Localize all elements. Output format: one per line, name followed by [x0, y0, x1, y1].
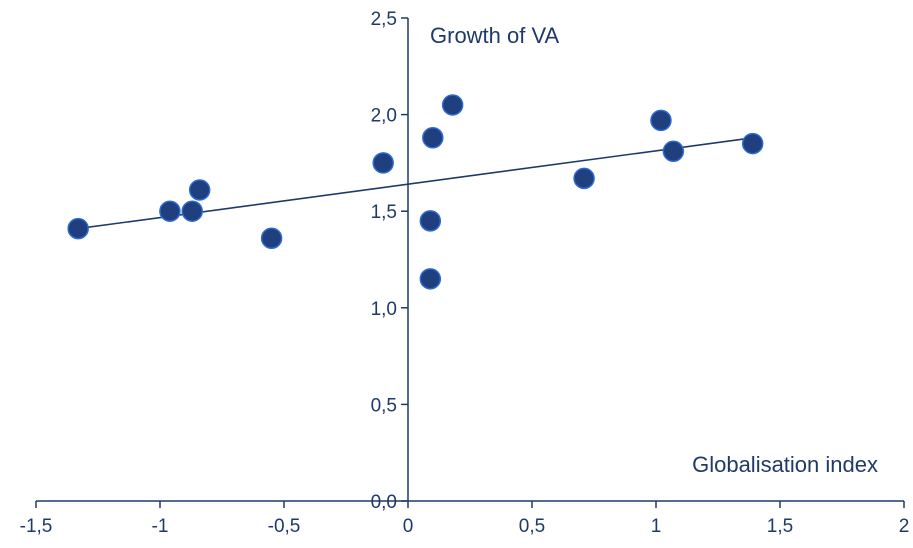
data-point: [441, 94, 464, 116]
data-point: [422, 127, 444, 149]
data-point: [573, 167, 595, 190]
x-tick-label: 0: [403, 516, 414, 537]
data-point: [372, 152, 394, 174]
data-point: [662, 140, 685, 163]
y-ticks: 0,0 0,5 1,0 1,5 2,0 2,5: [371, 9, 408, 513]
data-points: [67, 94, 764, 290]
y-tick-label: 0,5: [371, 395, 397, 416]
y-tick-label: 1,5: [371, 202, 397, 223]
x-axis-title: Globalisation index: [692, 452, 878, 477]
y-tick-label: 2,5: [371, 9, 397, 30]
x-tick-label: 1,5: [767, 516, 793, 537]
y-axis-title: Growth of VA: [430, 23, 560, 48]
data-point: [419, 268, 442, 290]
data-point: [67, 217, 89, 240]
x-tick-label: 2: [899, 516, 910, 537]
x-tick-label: 1: [651, 516, 662, 537]
y-tick-label: 1,0: [371, 299, 397, 320]
data-point: [741, 132, 764, 155]
axes: [36, 18, 904, 502]
data-point: [260, 227, 283, 249]
y-tick-label: 2,0: [371, 106, 397, 127]
data-point: [159, 200, 181, 222]
x-ticks: -1,5 -1 -0,5 0 0,5 1 1,5 2: [20, 501, 910, 537]
x-tick-label: 0,5: [519, 516, 545, 537]
x-tick-label: -1,5: [20, 516, 53, 537]
x-tick-label: -0,5: [268, 516, 301, 537]
data-point: [650, 109, 672, 132]
x-tick-label: -1: [152, 516, 169, 537]
data-point: [181, 200, 203, 222]
data-point: [188, 179, 211, 201]
y-tick-label: 0,0: [371, 492, 397, 513]
data-point: [419, 210, 442, 232]
